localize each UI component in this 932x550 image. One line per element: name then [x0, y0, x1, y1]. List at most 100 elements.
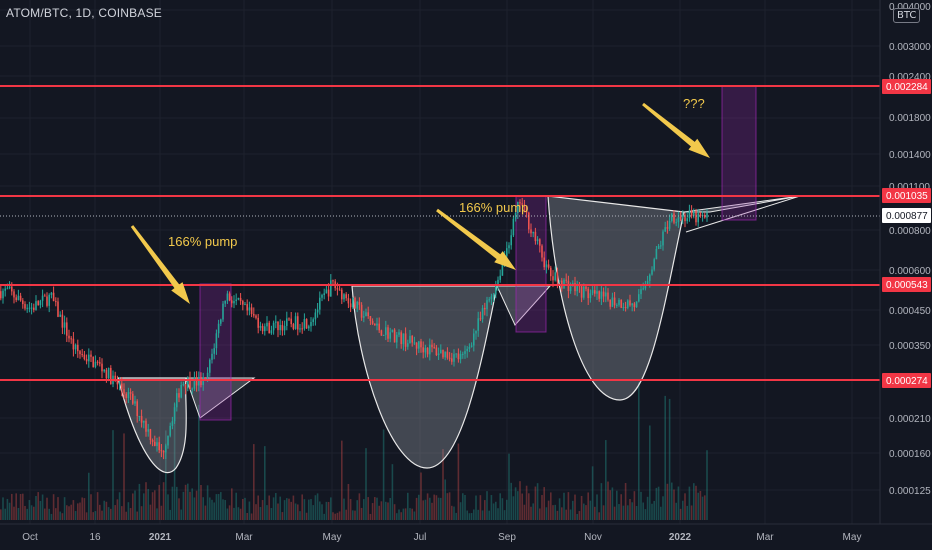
volume-bar [550, 492, 552, 520]
volume-bar [701, 496, 704, 520]
candle-body [649, 274, 651, 281]
candle-body [213, 348, 215, 354]
volume-bar [356, 500, 358, 520]
pump-box [515, 195, 547, 333]
candle-body [85, 359, 88, 362]
volume-bar [85, 512, 88, 520]
volume-bar [510, 482, 512, 520]
volume-bar [330, 497, 332, 520]
cup-shape [547, 195, 685, 401]
candle-body [514, 213, 517, 219]
volume-bar [255, 504, 257, 520]
volume-bar [103, 500, 105, 520]
volume-bar [92, 512, 94, 520]
horizontal-levels [0, 85, 880, 381]
volume-bar [136, 511, 138, 520]
candle-body [420, 341, 422, 348]
volume-bar [420, 472, 422, 520]
volume-bar [567, 492, 570, 520]
candle-body [191, 388, 193, 390]
volume-bar [385, 501, 387, 520]
candle-body [171, 421, 174, 426]
volume-bar [552, 505, 554, 520]
volume-bar [112, 430, 114, 520]
candle-body [536, 239, 539, 242]
candle-body [237, 297, 240, 300]
candle-body [248, 307, 251, 311]
volume-bar [446, 493, 449, 520]
candle-body [550, 267, 552, 277]
candle-body [426, 347, 429, 355]
time-tick: Oct [22, 532, 38, 543]
candle-body [8, 286, 11, 289]
candle-body [167, 435, 169, 446]
volume-bar [226, 508, 229, 520]
candle-body [622, 307, 625, 309]
volume-bar [145, 482, 147, 520]
candle-body [356, 301, 358, 309]
volume-bar [666, 483, 669, 520]
volume-bar [466, 510, 468, 520]
candle-body [132, 393, 134, 404]
candle-body [638, 294, 640, 302]
volume-bar [369, 513, 372, 520]
candle-body [297, 316, 299, 330]
candle-body [149, 429, 152, 441]
volume-bar [140, 506, 143, 520]
candle-body [343, 294, 345, 300]
volume-bar [305, 512, 308, 520]
candle-body [162, 451, 165, 453]
candle-body [545, 264, 548, 268]
candle-body [184, 384, 187, 389]
volume-bar [94, 511, 97, 520]
volume-bar [6, 498, 9, 520]
volume-bar [508, 453, 510, 520]
candle-body [270, 330, 273, 334]
candle-body [268, 322, 270, 334]
volume-bar [270, 508, 273, 520]
candle-body [250, 307, 253, 315]
volume-bar [151, 492, 154, 520]
candle-body [319, 297, 321, 310]
candle-body [17, 295, 20, 301]
candle-body [646, 280, 649, 285]
candle-body [415, 342, 418, 349]
volume-bar [660, 506, 662, 520]
candle-body [666, 227, 669, 229]
volume-bar [589, 500, 592, 520]
candle-body [354, 297, 356, 309]
volume-bar [525, 485, 528, 520]
candle-body [182, 384, 185, 386]
price-axis[interactable]: 0.004000 0.003000 0.002400 0.001800 0.00… [889, 2, 931, 497]
candle-body [583, 286, 585, 298]
volume-bar [336, 512, 339, 520]
candle-body [411, 335, 413, 343]
candle-body [455, 353, 457, 355]
candle-body [125, 393, 127, 398]
candle-body [99, 362, 101, 364]
currency-badge[interactable]: BTC [893, 8, 921, 23]
volume-bar [627, 505, 629, 520]
candle-body [66, 322, 68, 336]
volume-bar [602, 505, 605, 520]
volume-bar [574, 494, 576, 520]
candle-body [312, 319, 314, 323]
candle-body [81, 354, 83, 356]
volume-bar [400, 512, 402, 520]
candle-body [587, 288, 589, 299]
volume-bar [125, 511, 127, 520]
time-axis[interactable]: Oct 16 2021 Mar May Jul Sep Nov 2022 Mar… [22, 532, 861, 543]
volume-bar [233, 507, 235, 520]
volume-bar [281, 512, 284, 520]
volume-bar [618, 504, 620, 520]
volume-bar [407, 492, 409, 520]
candle-body [468, 346, 471, 349]
volume-bar [437, 497, 440, 520]
volume-bar [367, 497, 369, 520]
volume-bar [110, 508, 112, 520]
candle-body [310, 322, 312, 327]
volume-bar [173, 403, 176, 520]
volume-bar [90, 494, 92, 520]
volume-bar [79, 502, 81, 520]
